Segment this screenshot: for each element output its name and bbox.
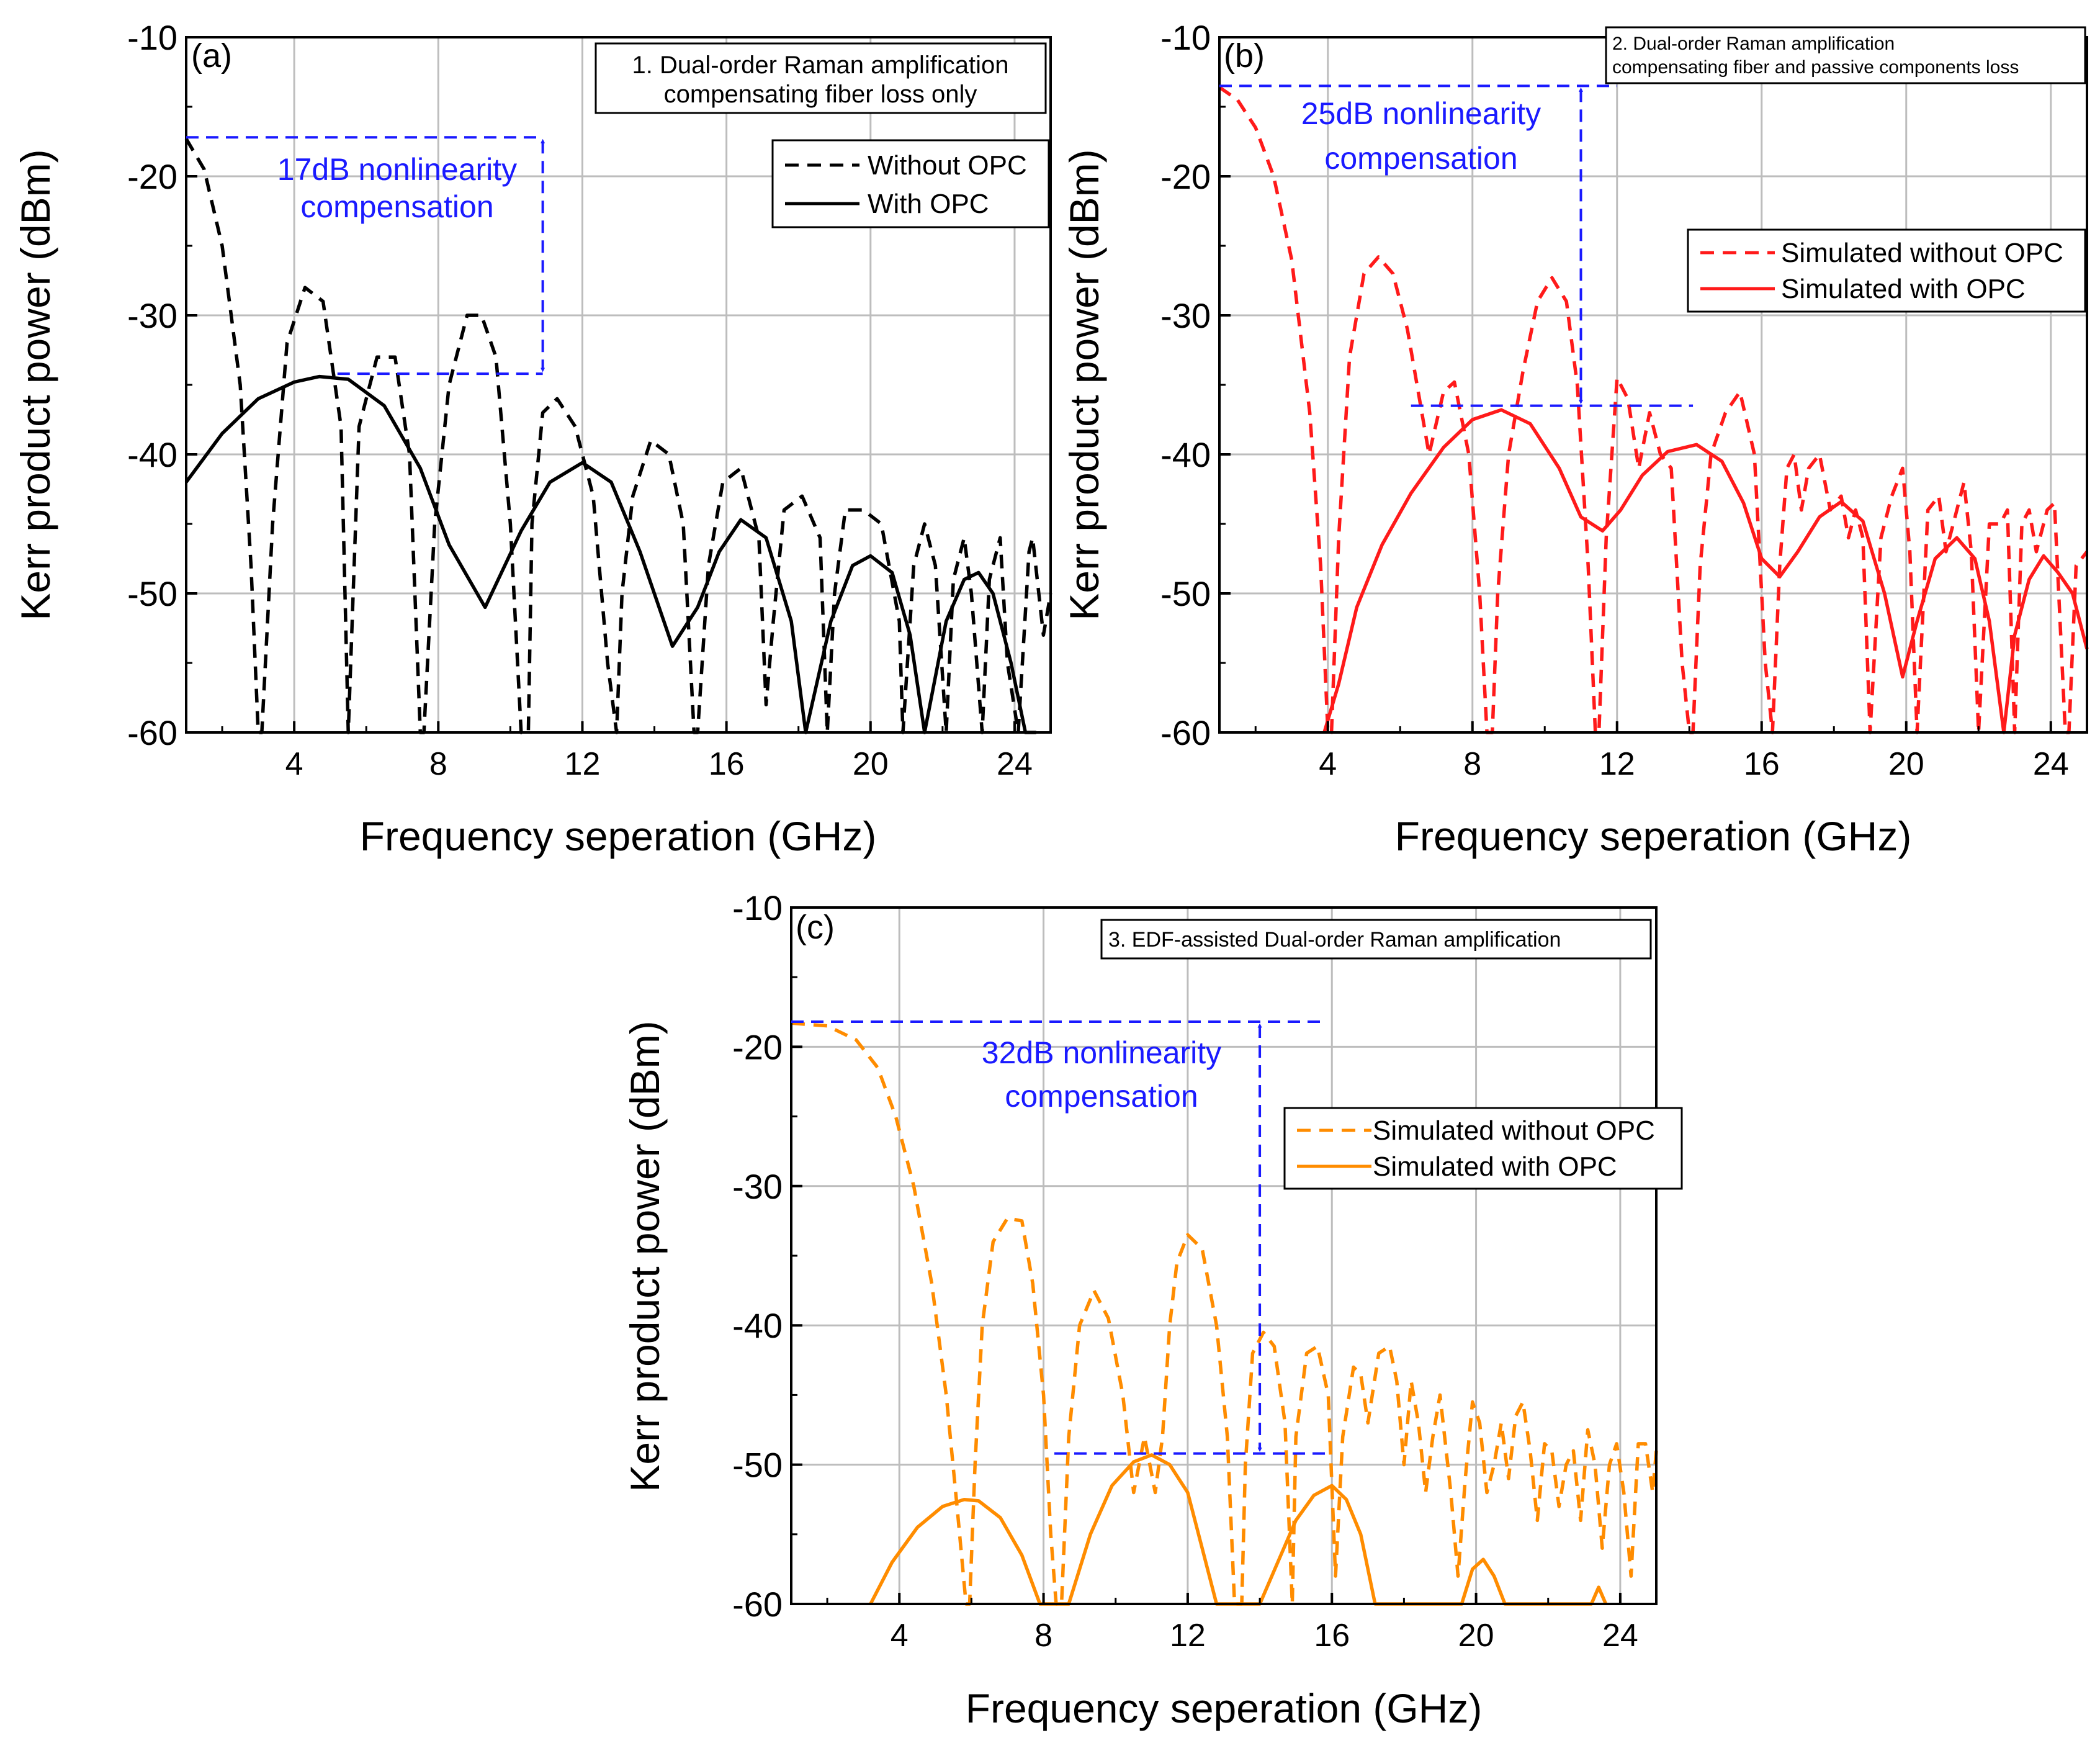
panel-a-y-tick-label-40: -40: [127, 435, 177, 474]
panel-c-plot-frame: [790, 906, 1658, 1605]
panel-a-legend-box: [771, 139, 1050, 228]
panel-a-x-tick-label-8: 8: [429, 746, 447, 782]
panel-b-title-line-2: compensating fiber and passive component…: [1612, 57, 2019, 78]
panel-a-annotation-line-2: compensation: [300, 189, 493, 224]
panel-c-series-without-opc: [791, 1021, 1658, 1606]
panel-c-y-tick-label-50: -50: [732, 1446, 783, 1485]
panel-c-annotation-line-1: 32dB nonlinearity: [982, 1035, 1221, 1070]
panel-a-annotation: 17dB nonlinearity compensation: [186, 136, 545, 376]
panel-a-x-tick-label-12: 12: [565, 746, 601, 782]
panel-a-title-line-2: compensating fiber loss only: [664, 81, 977, 108]
panel-c-x-tick-label-12: 12: [1170, 1618, 1206, 1654]
panel-b-y-tick-label-10: -10: [1160, 18, 1211, 57]
panel-a-x-tick-label-24: 24: [997, 746, 1033, 782]
panel-c-annotation: 32dB nonlinearity compensation: [791, 1020, 1332, 1455]
panel-b-series-with-opc: [1322, 408, 2089, 734]
panel-c-x-tick-label-24: 24: [1602, 1618, 1638, 1654]
panel-a-label: (a): [191, 37, 232, 74]
panel-c: 4 8 12 16 20 24 -60 -50 -40 -30 -20 -10 (c) Kerr pr…: [622, 888, 1683, 1731]
panel-b-x-tick-label-8: 8: [1463, 746, 1481, 782]
panel-a-annotation-line-1: 17dB nonlinearity: [277, 152, 517, 187]
panel-b-y-tick-label-20: -20: [1160, 157, 1211, 196]
panel-a-title-line-1: 1. Dual-order Raman amplification: [632, 52, 1009, 79]
panel-c-ticks: 4 8 12 16 20 24 -60 -50 -40 -30 -20 -10: [732, 888, 1638, 1654]
panel-b-y-tick-label-50: -50: [1160, 574, 1211, 613]
panel-a-x-tick-label-20: 20: [853, 746, 889, 782]
panel-b-legend-label-with-opc: Simulated with OPC: [1781, 274, 2026, 304]
panel-a-ticks: 4 8 12 16 20 24 -60 -50 -40 -30 -20 -10: [127, 18, 1033, 782]
panel-c-x-tick-label-16: 16: [1314, 1618, 1350, 1654]
panel-a: 4 8 12 16 20 24 -60 -50 -40 -30 -20 -10 (a) Kerr pr…: [12, 18, 1052, 859]
panel-a-legend-label-with-opc: With OPC: [868, 189, 989, 219]
panel-b-annotation-line-2: compensation: [1324, 141, 1517, 176]
panel-a-y-tick-label-50: -50: [127, 574, 177, 613]
panel-b-legend: Simulated without OPC Simulated with OPC: [1687, 228, 2086, 313]
panel-c-x-axis-label: Frequency seperation (GHz): [966, 1685, 1483, 1731]
panel-b-x-tick-label-12: 12: [1599, 746, 1635, 782]
panel-c-y-tick-label-40: -40: [732, 1306, 783, 1345]
panel-b-series: [1218, 86, 2089, 734]
panel-b-label: (b): [1224, 37, 1265, 74]
panel-b-y-axis-label: Kerr product power (dBm): [1061, 149, 1107, 620]
panel-b-x-axis-label: Frequency seperation (GHz): [1395, 813, 1912, 859]
panel-c-legend: Simulated without OPC Simulated with OPC: [1283, 1107, 1683, 1190]
panel-b-x-tick-label-4: 4: [1319, 746, 1337, 782]
panel-b: 4 8 12 16 20 24 -60 -50 -40 -30 -20 -10 (b) Kerr pr…: [1061, 18, 2089, 859]
panel-b-y-tick-label-60: -60: [1160, 713, 1211, 752]
panel-b-x-tick-label-20: 20: [1888, 746, 1924, 782]
panel-b-legend-box: [1687, 228, 2086, 313]
panel-c-x-tick-label-20: 20: [1458, 1618, 1494, 1654]
panel-c-legend-label-without-opc: Simulated without OPC: [1373, 1115, 1655, 1146]
panel-a-y-tick-label-30: -30: [127, 296, 177, 335]
panel-b-y-tick-label-30: -30: [1160, 296, 1211, 335]
panel-c-y-tick-label-60: -60: [732, 1585, 783, 1624]
panel-c-title-line-1: 3. EDF-assisted Dual-order Raman amplifi…: [1108, 928, 1561, 952]
panel-a-series-with-opc: [184, 374, 1036, 734]
panel-a-legend-label-without-opc: Without OPC: [868, 150, 1027, 181]
panel-c-series-with-opc: [869, 1453, 1608, 1606]
panel-c-y-tick-label-30: -30: [732, 1167, 783, 1206]
panel-a-legend: Without OPC With OPC: [771, 139, 1050, 228]
panel-c-y-axis-label: Kerr product power (dBm): [622, 1020, 668, 1492]
panel-c-annotation-line-2: compensation: [1005, 1079, 1198, 1114]
panel-b-grid: [1219, 37, 2087, 732]
panel-a-title-box: 1. Dual-order Raman amplification compen…: [595, 42, 1047, 114]
panel-a-x-tick-label-16: 16: [709, 746, 745, 782]
panel-c-legend-label-with-opc: Simulated with OPC: [1373, 1151, 1617, 1182]
panel-a-y-tick-label-60: -60: [127, 713, 177, 752]
panel-b-x-tick-label-24: 24: [2033, 746, 2069, 782]
panel-b-y-tick-label-40: -40: [1160, 435, 1211, 474]
panel-b-title-line-1: 2. Dual-order Raman amplification: [1612, 34, 1895, 54]
panel-b-x-tick-label-16: 16: [1744, 746, 1780, 782]
panel-b-annotation: 25dB nonlinearity compensation: [1219, 84, 1694, 407]
panel-a-y-tick-label-10: -10: [127, 18, 177, 57]
panel-a-x-axis-label: Frequency seperation (GHz): [360, 813, 877, 859]
panel-c-legend-box: [1283, 1107, 1683, 1190]
panel-c-x-tick-label-4: 4: [891, 1618, 909, 1654]
panel-c-x-tick-label-8: 8: [1034, 1618, 1052, 1654]
panel-c-label: (c): [796, 909, 835, 946]
panel-a-y-axis-label: Kerr product power (dBm): [12, 149, 58, 620]
panel-c-y-tick-label-20: -20: [732, 1027, 783, 1066]
panel-b-title-box: 2. Dual-order Raman amplification compen…: [1605, 26, 2086, 84]
panel-a-y-tick-label-20: -20: [127, 157, 177, 196]
panel-b-series-without-opc: [1218, 86, 2089, 734]
panel-a-x-tick-label-4: 4: [285, 746, 303, 782]
panel-b-annotation-line-1: 25dB nonlinearity: [1301, 96, 1541, 131]
panel-c-grid: [791, 908, 1656, 1604]
panel-c-y-tick-label-10: -10: [732, 888, 783, 927]
panel-c-title-box: 3. EDF-assisted Dual-order Raman amplifi…: [1100, 919, 1652, 960]
panel-b-legend-label-without-opc: Simulated without OPC: [1781, 238, 2063, 268]
panel-b-ticks: 4 8 12 16 20 24 -60 -50 -40 -30 -20 -10: [1160, 18, 2069, 782]
